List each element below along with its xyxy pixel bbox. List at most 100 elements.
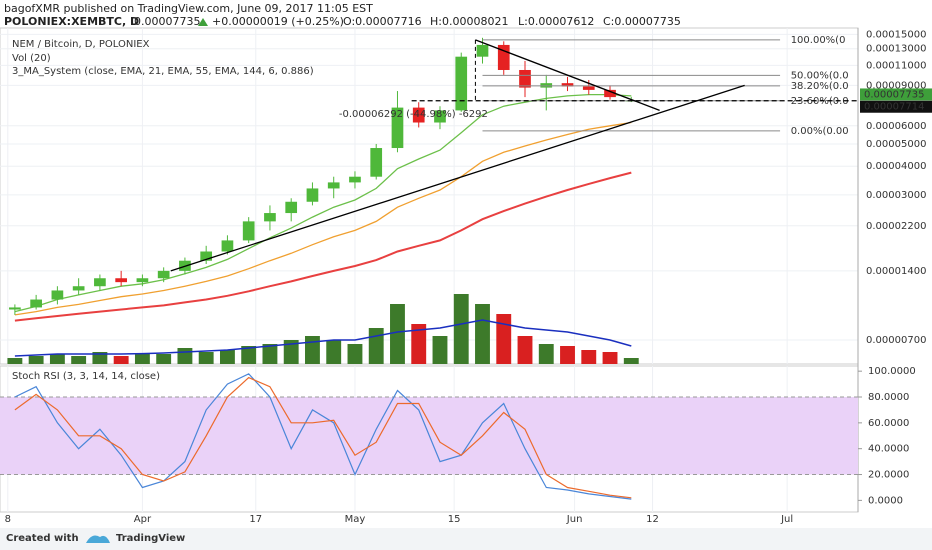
candle-body	[221, 240, 234, 252]
y-tick-label: 80.0000	[868, 392, 909, 403]
candle-body	[561, 83, 574, 87]
candle-body	[30, 299, 42, 308]
brand: TradingView	[116, 533, 185, 544]
symbol: POLONIEX:XEMBTC, D	[4, 15, 139, 28]
y-tick-label: 0.00003000	[866, 190, 926, 201]
candle-body	[604, 89, 616, 98]
y-tick-label: 0.00015000	[866, 29, 926, 40]
volume-bar	[71, 356, 87, 364]
y-tick-label: 0.00002200	[866, 221, 926, 232]
up-arrow	[198, 18, 208, 26]
y-tick-label: 40.0000	[868, 444, 909, 455]
y-tick-label: 0.00004000	[866, 161, 926, 172]
y-tick-label: 0.00000700	[866, 335, 926, 346]
x-tick-label: 15	[448, 514, 461, 525]
x-tick-label: May	[345, 514, 366, 525]
candle-body	[476, 44, 489, 57]
price-tag-label: 0.00007735	[864, 89, 924, 100]
y-tick-label: 0.00013000	[866, 44, 926, 55]
volume-bar	[560, 346, 575, 364]
change: +0.00000019 (+0.25%)	[212, 15, 344, 28]
chart-title: Stoch RSI (3, 3, 14, 14, close)	[12, 371, 160, 382]
ohlc-high: H:0.00008021	[430, 15, 508, 28]
candle-body	[412, 107, 425, 123]
logo	[86, 535, 110, 543]
candle-body	[349, 176, 361, 183]
y-tick-label: 60.0000	[868, 418, 909, 429]
stoch-line	[14, 376, 632, 499]
y-tick-label: 0.00009000	[866, 80, 926, 91]
right-axis	[858, 28, 932, 364]
stoch-line	[14, 373, 632, 500]
moving-average	[14, 171, 632, 322]
volume-bar	[156, 354, 172, 364]
volume-bar	[538, 344, 554, 364]
candle-body	[519, 69, 531, 88]
ohlc-low: L:0.00007612	[518, 15, 594, 28]
volume-bar	[219, 350, 235, 364]
candle-body	[136, 278, 149, 283]
candle-body	[434, 110, 446, 123]
candle-body	[9, 307, 21, 310]
candle-body	[200, 251, 213, 261]
indicator-label: Vol (20)	[12, 53, 51, 64]
price-tag	[860, 100, 932, 113]
x-tick-label: Jun	[566, 514, 583, 525]
volume-bar	[305, 336, 320, 364]
x-tick-label: Apr	[134, 514, 152, 525]
candle-body	[455, 56, 468, 111]
fib-label: 38.20%(0.0	[791, 81, 849, 92]
y-tick-label: 100.0000	[868, 366, 916, 377]
fib-label: 0.00%(0.00	[791, 126, 849, 137]
volume-bar	[134, 354, 150, 364]
volume-ma	[14, 319, 632, 357]
x-tick-label: Jul	[780, 514, 793, 525]
volume-bar	[581, 350, 597, 364]
fib-label: 50.00%(0.0	[791, 70, 849, 81]
volume-bar	[49, 354, 65, 364]
y-tick-label: 0.0000	[868, 495, 903, 506]
y-tick-label: 0.00001400	[866, 266, 926, 277]
chart-title: NEM / Bitcoin, D, POLONIEX	[12, 39, 150, 50]
pane	[0, 27, 859, 365]
created-with: Created with	[6, 533, 79, 544]
candle-body	[94, 278, 106, 287]
volume-bar	[411, 324, 427, 364]
volume-bar	[368, 328, 384, 364]
candle-body	[242, 221, 255, 241]
volume-bar	[602, 352, 618, 364]
ohlc-open: O:0.00007716	[343, 15, 422, 28]
y-tick-label: 20.0000	[868, 470, 909, 481]
candle-body	[157, 270, 170, 279]
moving-average	[14, 93, 632, 313]
volume-bar	[326, 340, 342, 364]
candle-body	[264, 213, 276, 222]
candle-body	[540, 83, 553, 88]
volume-bar	[432, 336, 448, 364]
x-tick-label: 8	[5, 514, 11, 525]
plot-area: 8 Apr 17 May 15 Jun 12 Jul 100.00%(0 50.00%(0.038…	[0, 27, 932, 525]
volume-bar	[92, 352, 108, 364]
volume-bar	[283, 340, 299, 364]
candle-body	[327, 182, 340, 189]
volume-bar	[390, 304, 405, 364]
volume-bar	[28, 356, 44, 364]
fib-label: 100.00%(0	[791, 35, 846, 46]
volume-bar	[198, 352, 214, 364]
candle-body	[391, 107, 404, 149]
volume-bar	[177, 348, 193, 364]
x-tick-label: 17	[249, 514, 262, 525]
moving-average	[14, 121, 632, 316]
measure-label: -0.00006292 (-44.98%) -6292	[339, 109, 488, 120]
price-tag-label: 0.00007714	[864, 102, 924, 113]
candle-body	[51, 290, 64, 300]
candle-body	[285, 201, 298, 214]
volume-bar	[241, 346, 257, 364]
candle-body	[306, 188, 319, 202]
trend-line	[475, 39, 660, 112]
volume-bar	[347, 344, 363, 364]
indicator-label: 3_MA_System (close, EMA, 21, EMA, 55, EM…	[12, 66, 314, 77]
candle-body	[497, 44, 510, 70]
volume-bar	[453, 294, 469, 364]
